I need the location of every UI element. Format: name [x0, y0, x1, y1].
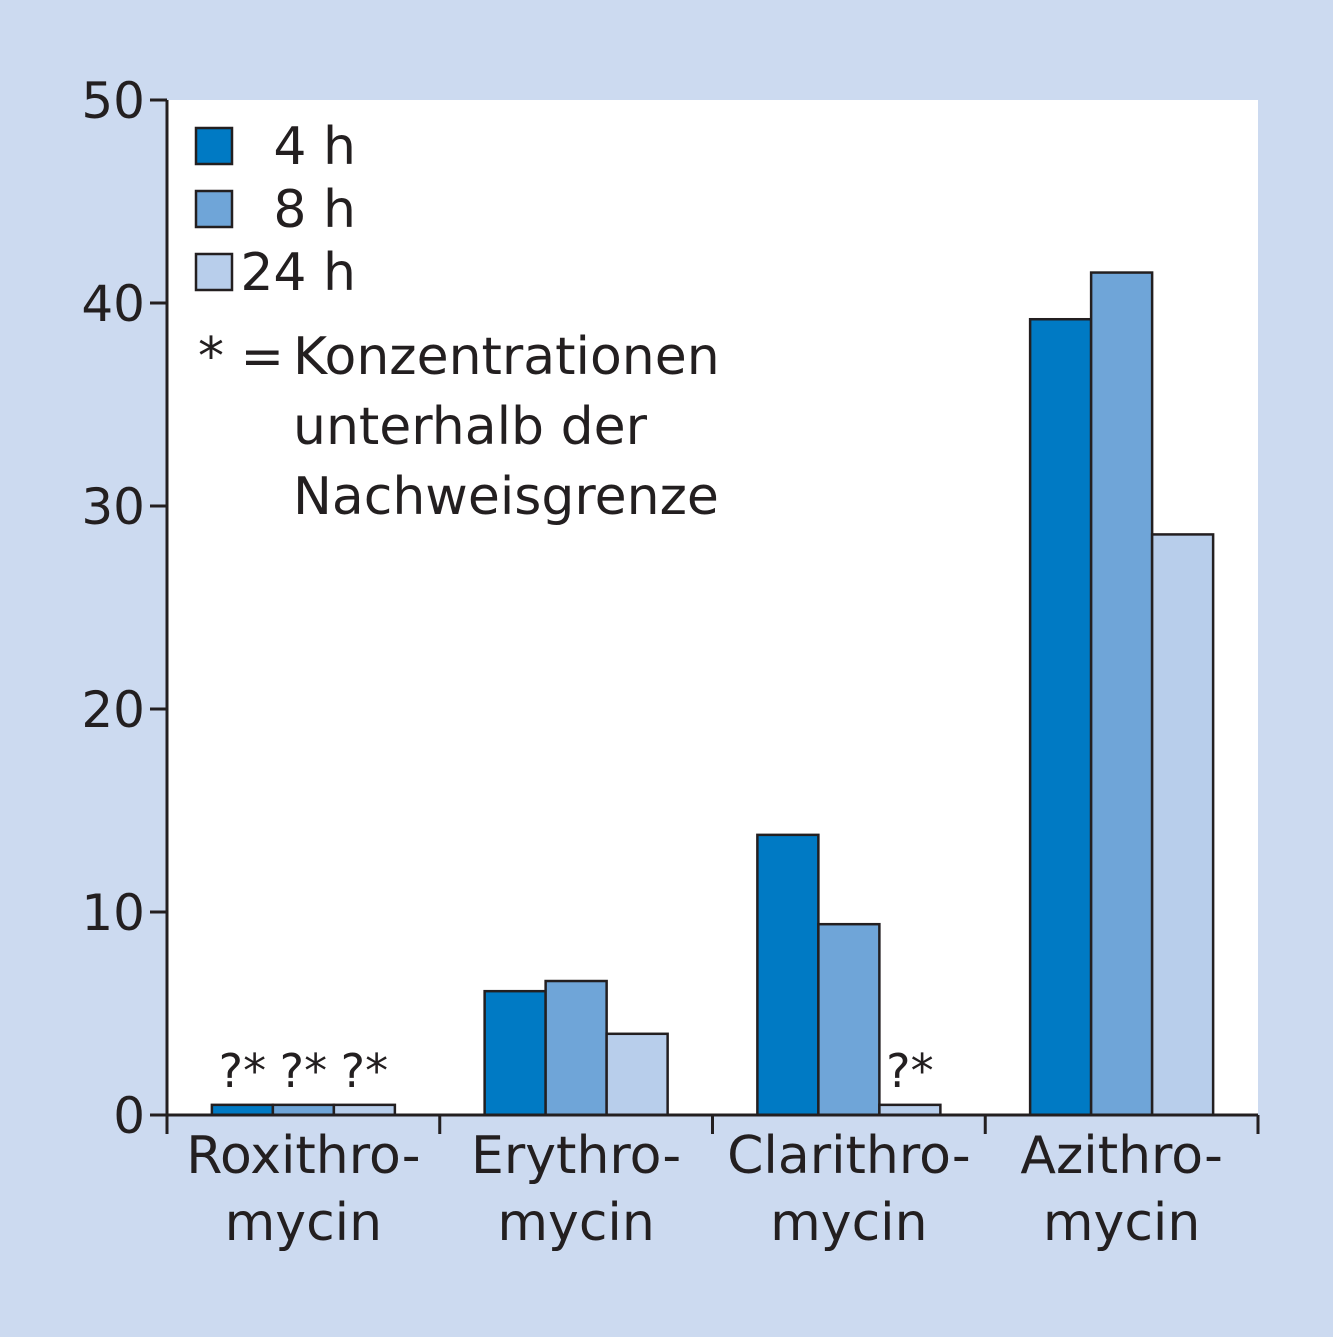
- y-tick-label: 50: [81, 72, 145, 130]
- legend-label-1: 4 h: [273, 117, 356, 177]
- bar-1-2: [271, 1103, 336, 1117]
- note-line-3: Nachweisgrenze: [293, 467, 719, 527]
- legend: 4 h8 h24 h: [194, 117, 356, 303]
- x-tick-label: mycin: [497, 1193, 654, 1253]
- bar-3-2: [817, 922, 881, 1117]
- y-tick-label: 40: [81, 275, 145, 333]
- legend-label-2: 8 h: [273, 180, 356, 240]
- y-tick-label: 10: [81, 884, 145, 942]
- y-tick-label: 0: [113, 1087, 145, 1145]
- note: * = Konzentrationen unterhalb der Nachweisg…: [198, 327, 720, 527]
- legend-label-3: 24 h: [240, 243, 356, 303]
- note-line-2: unterhalb der: [293, 397, 648, 457]
- bar-4-2: [1089, 271, 1154, 1117]
- x-tick-label: mycin: [770, 1193, 927, 1253]
- bar-2-1: [483, 989, 547, 1117]
- legend-swatch-3: [194, 252, 234, 292]
- bar-4-3: [1150, 533, 1215, 1117]
- below-detection-marker: ?*: [280, 1044, 327, 1098]
- below-detection-marker: ?*: [341, 1044, 388, 1098]
- legend-swatch-2: [194, 189, 234, 229]
- bar-4-1: [1028, 317, 1093, 1117]
- x-tick-label: Roxithro-: [186, 1126, 420, 1186]
- y-tick-label: 20: [81, 681, 145, 739]
- bar-3-1: [756, 833, 820, 1117]
- x-tick-label: Erythro-: [471, 1126, 681, 1186]
- note-line-1: Konzentrationen: [293, 327, 720, 387]
- bar-3-3: [878, 1103, 942, 1117]
- note-symbol: * =: [198, 327, 284, 387]
- bar-1-1: [210, 1103, 275, 1117]
- x-tick-label: mycin: [225, 1193, 382, 1253]
- bar-1-3: [332, 1103, 397, 1117]
- below-detection-marker: ?*: [219, 1044, 266, 1098]
- bar-2-3: [605, 1032, 669, 1117]
- x-tick-label: mycin: [1043, 1193, 1200, 1253]
- below-detection-marker: ?*: [886, 1044, 933, 1098]
- legend-swatch-1: [194, 126, 234, 166]
- x-tick-label: Clarithro-: [727, 1126, 971, 1186]
- y-tick-label: 30: [81, 478, 145, 536]
- x-tick-label: Azithro-: [1020, 1126, 1222, 1186]
- bar-2-2: [544, 979, 608, 1117]
